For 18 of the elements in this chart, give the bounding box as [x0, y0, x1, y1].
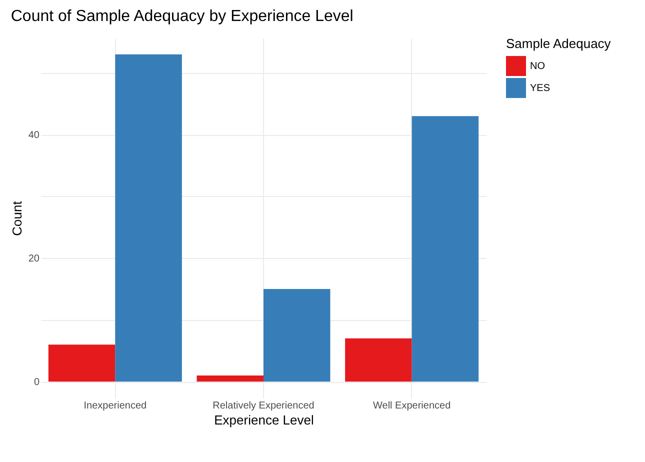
y-tick-label: 40 — [28, 130, 40, 142]
y-axis-title: Count — [9, 200, 24, 236]
bar — [264, 289, 330, 382]
x-axis-title: Experience Level — [214, 412, 314, 428]
x-tick-label: Relatively Experienced — [212, 400, 314, 412]
legend-label: NO — [530, 61, 546, 72]
bar — [412, 116, 479, 382]
bar — [115, 54, 182, 382]
bar — [196, 375, 264, 382]
x-tick-label: Inexperienced — [84, 400, 147, 412]
y-tick-label: 0 — [34, 377, 40, 388]
legend-label: YES — [530, 83, 550, 94]
y-tick-label: 20 — [28, 254, 40, 265]
chart-title: Count of Sample Adequacy by Experience Level — [10, 8, 354, 25]
bar — [48, 344, 116, 382]
bar — [345, 338, 412, 382]
x-tick-label: Well Experienced — [373, 400, 451, 412]
legend-title: Sample Adequacy — [506, 36, 612, 51]
